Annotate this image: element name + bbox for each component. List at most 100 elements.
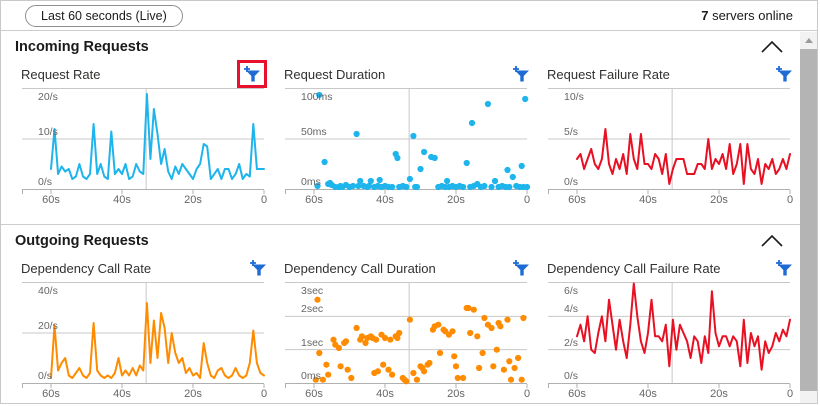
x-axis-label: 40s [376, 194, 394, 206]
data-point [421, 148, 428, 156]
data-point [406, 316, 413, 323]
x-axis-labels: 60s 40s 20s 0 [285, 190, 531, 208]
data-point [314, 296, 321, 303]
chart-header: Request Rate [15, 58, 271, 88]
data-point [355, 182, 362, 190]
data-point [518, 162, 525, 170]
chart-title: Dependency Call Failure Rate [547, 260, 721, 276]
chart-header: Request Duration [278, 58, 534, 88]
chart-plot-area: 10/s 5/s 0/s [548, 88, 791, 194]
data-point [330, 336, 337, 343]
data-point [463, 159, 470, 167]
data-point [316, 349, 323, 357]
filter-button[interactable] [512, 65, 530, 83]
data-point [500, 366, 507, 373]
data-point [325, 371, 332, 378]
data-point [312, 376, 319, 383]
chart-title: Request Duration [284, 66, 386, 82]
data-point [353, 130, 360, 138]
section-incoming-requests: Incoming Requests Request Rate [1, 31, 803, 208]
chart-plot-area: 40/s 20/s 0/s [22, 282, 265, 388]
chart-request-rate: Request Rate 20/s 10/s 0/s 60s 40s 20s 0 [15, 58, 271, 208]
x-axis-label: 0 [786, 194, 794, 206]
chart-canvas [22, 282, 265, 388]
data-point [314, 182, 321, 190]
metrics-content: Incoming Requests Request Rate [1, 31, 803, 402]
collapse-section-button[interactable] [759, 39, 785, 55]
x-axis-labels: 60s 40s 20s 0 [285, 384, 531, 402]
chevron-up-icon [761, 234, 783, 247]
chart-plot-area: 6/s 4/s 2/s 0/s [548, 282, 791, 388]
x-axis-label: 60s [568, 194, 586, 206]
data-point [342, 338, 350, 345]
chart-canvas [548, 88, 791, 194]
data-point [387, 336, 394, 343]
data-point [321, 158, 328, 166]
scrollbar-thumb[interactable] [800, 49, 817, 391]
x-axis-label: 40s [639, 194, 657, 206]
x-axis-label: 20s [184, 388, 202, 400]
filter-button[interactable] [775, 259, 793, 277]
data-point [476, 364, 483, 372]
x-axis-label: 60s [568, 388, 586, 400]
filter-highlight-annotation [237, 60, 267, 88]
x-axis-label: 40s [113, 194, 131, 206]
x-axis-labels: 60s 40s 20s 0 [22, 190, 267, 208]
data-point [436, 349, 444, 357]
data-point [335, 344, 342, 352]
scrollbar-up-arrow[interactable] [800, 32, 817, 49]
filter-button[interactable] [512, 259, 530, 277]
data-point [488, 324, 495, 332]
chart-title: Dependency Call Rate [21, 260, 152, 276]
servers-online-status: 7 servers online [701, 8, 793, 23]
data-point [504, 316, 511, 323]
x-axis-label: 0 [786, 388, 794, 400]
time-range-button[interactable]: Last 60 seconds (Live) [25, 4, 183, 27]
data-point [316, 91, 323, 99]
data-point [467, 329, 474, 337]
collapse-section-button[interactable] [759, 233, 785, 249]
data-point [520, 314, 527, 322]
data-point [479, 349, 486, 357]
data-point [481, 182, 488, 190]
filter-button[interactable] [249, 259, 267, 277]
data-point [367, 177, 374, 185]
filter-button[interactable] [775, 65, 793, 83]
section-outgoing-requests: Outgoing Requests Dependency Call Rate [1, 224, 803, 402]
x-axis-label: 0 [523, 388, 531, 400]
data-point [468, 119, 476, 127]
data-point [344, 366, 351, 373]
data-point [449, 328, 456, 335]
data-point [470, 306, 477, 313]
data-point [403, 378, 410, 385]
data-point [515, 354, 522, 362]
data-point [490, 363, 497, 370]
data-point [389, 183, 396, 191]
data-point [365, 182, 373, 190]
data-point [493, 346, 500, 353]
data-point [523, 183, 531, 191]
add-filter-funnel-icon [776, 66, 792, 82]
x-axis-label: 60s [42, 388, 60, 400]
data-point [323, 361, 330, 368]
x-axis-label: 20s [710, 388, 728, 400]
chart-plot-area: 100ms 50ms 0ms [285, 88, 531, 194]
data-point [522, 95, 529, 103]
data-point [451, 353, 458, 360]
incoming-charts-row: Request Rate 20/s 10/s 0/s 60s 40s 20s 0 [1, 58, 803, 208]
data-point [406, 175, 413, 183]
x-axis-label: 0 [523, 194, 531, 206]
chart-title: Request Rate [21, 66, 101, 82]
data-point [417, 165, 424, 173]
chart-canvas [22, 88, 265, 194]
add-filter-funnel-icon [244, 66, 260, 82]
filter-button[interactable] [243, 65, 261, 83]
data-point [373, 336, 380, 343]
top-toolbar: Last 60 seconds (Live) 7 servers online [1, 1, 817, 31]
chart-plot-area: 3sec 2sec 1sec 0ms [285, 282, 528, 388]
data-point [481, 314, 488, 322]
data-point [319, 376, 326, 383]
x-axis-label: 40s [113, 388, 131, 400]
chart-title: Dependency Call Duration [284, 260, 436, 276]
